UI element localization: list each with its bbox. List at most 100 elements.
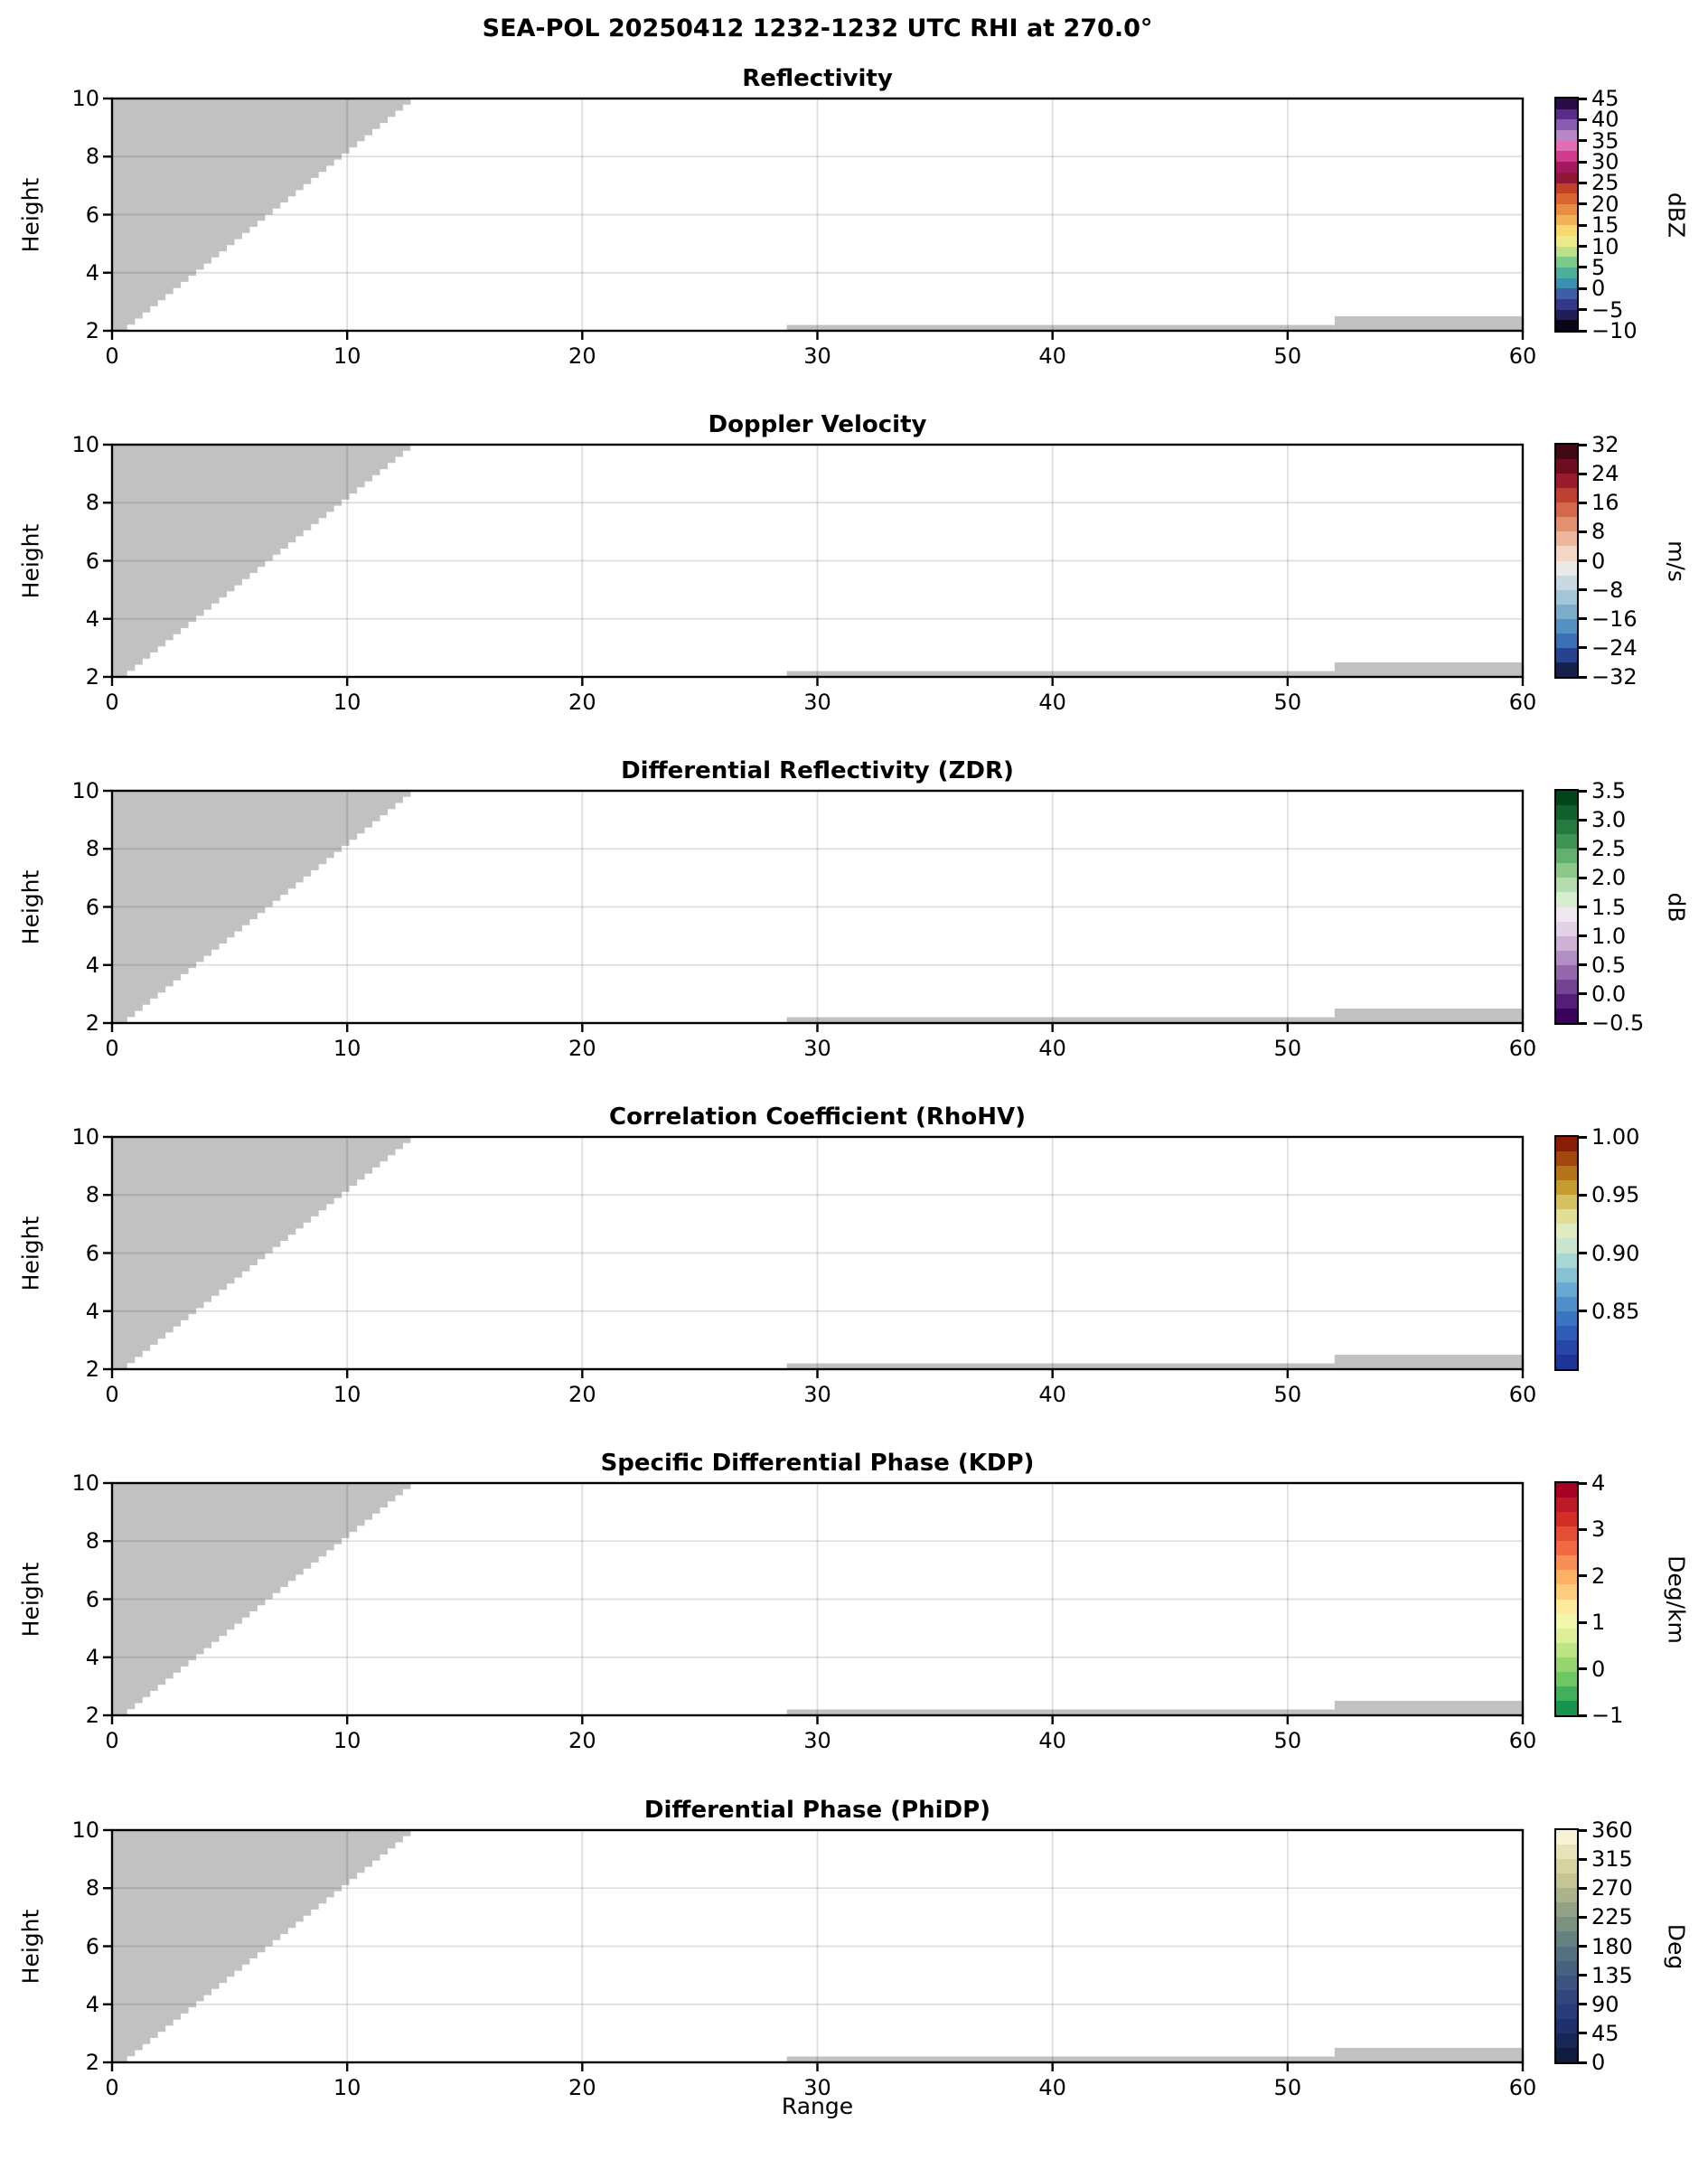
colorbar-segment [1556, 1008, 1577, 1023]
colorbar-segment [1556, 299, 1577, 310]
x-tick-label: 10 [333, 2075, 361, 2100]
colorbar-segment [1556, 1354, 1577, 1369]
colorbar-tick [1578, 1135, 1587, 1139]
colorbar-tick [1578, 1974, 1587, 1977]
colorbar-segment [1556, 257, 1577, 268]
panel-title-doppler-velocity: Doppler Velocity [708, 411, 927, 438]
x-tick-label: 40 [1038, 2075, 1066, 2100]
colorbar-tick [1578, 1857, 1587, 1861]
colorbar-segment [1556, 1599, 1577, 1614]
colorbar-segment [1556, 1700, 1577, 1715]
x-tick-label: 60 [1508, 343, 1537, 369]
y-tick-label: 6 [85, 1933, 99, 1959]
colorbar-segment [1556, 1657, 1577, 1672]
y-tick-label: 4 [85, 606, 99, 632]
y-tick-label: 10 [71, 1124, 99, 1150]
colorbar-tick-label: 3.5 [1591, 778, 1627, 803]
colorbar-segment [1556, 288, 1577, 300]
colorbar-tick-label: 40 [1591, 107, 1619, 133]
colorbar-tick-label: 45 [1591, 2020, 1619, 2046]
colorbar-segment [1556, 531, 1577, 547]
colorbar-tick [1578, 245, 1587, 249]
colorbar-unit-label: dBZ [1663, 192, 1690, 238]
colorbar-tick-label: 25 [1591, 170, 1619, 196]
colorbar-segment [1556, 203, 1577, 215]
colorbar-segment [1556, 1628, 1577, 1643]
colorbar-segment [1556, 119, 1577, 131]
y-axis-label: Height [17, 177, 44, 252]
y-tick-label: 8 [85, 1182, 99, 1208]
colorbar-segment [1556, 575, 1577, 590]
colorbar-tick [1578, 2061, 1587, 2064]
colorbar-tick [1578, 1481, 1587, 1485]
x-tick-label: 30 [803, 1728, 831, 1753]
colorbar-tick [1578, 181, 1587, 184]
colorbar-specific-differential-phase-kdp [1554, 1481, 1579, 1717]
x-tick-label: 40 [1038, 1036, 1066, 1061]
colorbar-tick [1578, 1193, 1587, 1197]
colorbar-segment [1556, 1859, 1577, 1874]
colorbar-tick-label: 315 [1591, 1846, 1633, 1873]
colorbar-segment [1556, 834, 1577, 850]
x-tick-label: 0 [105, 2075, 119, 2100]
colorbar-tick-label: 0.5 [1591, 952, 1627, 978]
mask-strip [786, 1017, 1335, 1023]
colorbar-tick [1578, 286, 1587, 290]
colorbar-segment [1556, 1137, 1577, 1152]
figure-title: SEA-POL 20250412 1232-1232 UTC RHI at 27… [482, 14, 1153, 42]
colorbar-tick [1578, 963, 1587, 967]
x-tick-label: 10 [333, 1382, 361, 1407]
x-tick-label: 20 [568, 1382, 596, 1407]
colorbar-tick-label: 24 [1591, 461, 1619, 487]
colorbar-segment [1556, 151, 1577, 163]
colorbar-tick [1578, 1886, 1587, 1890]
colorbar-segment [1556, 183, 1577, 194]
colorbar-segment [1556, 647, 1577, 662]
colorbar-segment [1556, 172, 1577, 183]
colorbar-tick-label: 270 [1591, 1875, 1633, 1901]
x-tick-label: 60 [1508, 1728, 1537, 1753]
y-axis-label: Height [17, 1909, 44, 1984]
colorbar-tick [1578, 847, 1587, 850]
colorbar-segment [1556, 474, 1577, 489]
x-tick-label: 40 [1038, 1382, 1066, 1407]
colorbar-segment [1556, 1685, 1577, 1701]
colorbar-tick [1578, 1021, 1587, 1025]
colorbar-segment [1556, 214, 1577, 226]
colorbar-segment [1556, 108, 1577, 120]
colorbar-tick [1578, 1828, 1587, 1832]
colorbar-segment [1556, 193, 1577, 204]
colorbar-tick-label: 20 [1591, 191, 1619, 217]
colorbar-tick-label: −5 [1591, 296, 1624, 323]
colorbar-tick [1578, 530, 1587, 533]
y-tick-label: 8 [85, 1528, 99, 1554]
colorbar-segment [1556, 2047, 1577, 2062]
colorbar-segment [1556, 791, 1577, 806]
y-tick-label: 10 [71, 1470, 99, 1496]
colorbar-correlation-coefficient-rhohv [1554, 1135, 1579, 1371]
colorbar-tick-label: 15 [1591, 212, 1619, 239]
colorbar-segment [1556, 906, 1577, 922]
colorbar-unit-label: m/s [1663, 540, 1690, 582]
colorbar-segment [1556, 1931, 1577, 1947]
y-axis-label: Height [17, 1216, 44, 1291]
mask-strip [786, 671, 1335, 677]
x-tick-label: 20 [568, 1728, 596, 1753]
x-tick-label: 0 [105, 1036, 119, 1061]
x-tick-label: 40 [1038, 343, 1066, 369]
x-tick-label: 20 [568, 1036, 596, 1061]
x-tick-label: 10 [333, 1036, 361, 1061]
colorbar-segment [1556, 604, 1577, 619]
colorbar-segment [1556, 1830, 1577, 1845]
colorbar-unit-label: Deg/km [1663, 1554, 1690, 1644]
mask-wedge [112, 99, 411, 331]
colorbar-segment [1556, 921, 1577, 936]
colorbar-tick-label: 35 [1591, 127, 1619, 154]
x-tick-label: 30 [803, 1382, 831, 1407]
colorbar-tick-label: 0 [1591, 548, 1606, 574]
colorbar-unit-label: dB [1663, 891, 1690, 923]
colorbar-segment [1556, 1253, 1577, 1268]
x-tick-label: 40 [1038, 690, 1066, 715]
x-tick-label: 10 [333, 690, 361, 715]
mask-wedge [112, 445, 411, 677]
